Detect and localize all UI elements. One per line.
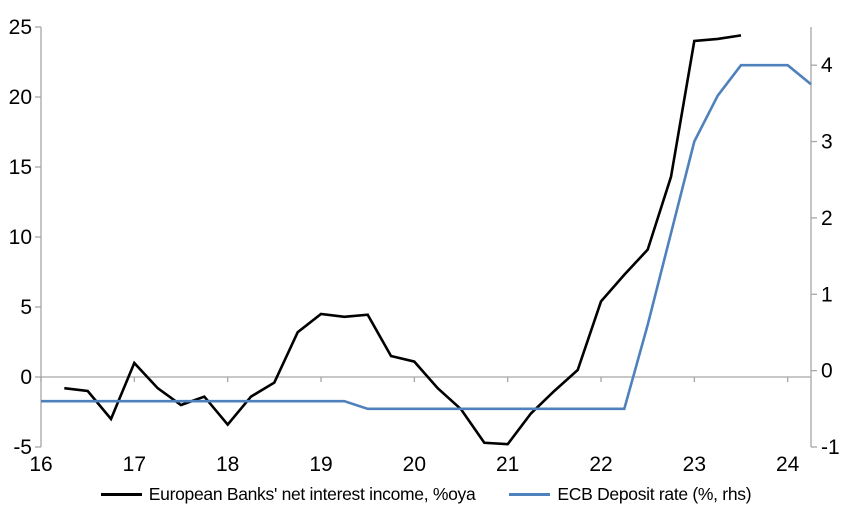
- x-axis-tick-label: 18: [216, 453, 239, 476]
- y-axis-right-tick-label: 4: [821, 54, 833, 77]
- y-axis-left-tick-label: 20: [9, 86, 32, 109]
- black-line-swatch-icon: [100, 493, 142, 496]
- net-interest-income-line: [64, 34, 742, 446]
- x-axis-tick-label: 16: [29, 453, 52, 476]
- blue-line-swatch-icon: [509, 493, 551, 496]
- y-axis-right-tick-label: 3: [821, 131, 833, 154]
- y-axis-right-tick-label: -1: [821, 436, 840, 459]
- x-axis-tick-label: 23: [683, 453, 706, 476]
- x-axis-tick-label: 21: [496, 453, 519, 476]
- y-axis-left-tick-label: 25: [9, 16, 32, 39]
- y-axis-left-tick-label: 5: [20, 296, 32, 319]
- legend-label-ecb-deposit-rate: ECB Deposit rate (%, rhs): [557, 484, 752, 504]
- legend-item-net-interest-income: European Banks' net interest income, %oy…: [100, 484, 476, 505]
- legend-label-net-interest-income: European Banks' net interest income, %oy…: [148, 484, 476, 504]
- y-axis-left-tick-label: 0: [20, 366, 32, 389]
- ecb-deposit-rate-line: [41, 63, 812, 411]
- y-axis-left-tick-label: 15: [9, 156, 32, 179]
- legend-item-ecb-deposit-rate: ECB Deposit rate (%, rhs): [509, 484, 752, 505]
- y-axis-right-tick-label: 1: [821, 283, 833, 306]
- x-axis-tick-label: 22: [589, 453, 612, 476]
- x-axis-tick-label: 19: [309, 453, 332, 476]
- x-axis-tick-label: 20: [403, 453, 426, 476]
- x-axis-tick-label: 17: [123, 453, 146, 476]
- y-axis-right-tick-label: 2: [821, 207, 833, 230]
- y-axis-left-tick-label: 10: [9, 226, 32, 249]
- x-axis-tick-label: 24: [776, 453, 800, 476]
- y-axis-left-tick-label: -5: [13, 436, 32, 459]
- y-axis-right-tick-label: 0: [821, 360, 833, 383]
- chart-legend: European Banks' net interest income, %oy…: [0, 484, 852, 505]
